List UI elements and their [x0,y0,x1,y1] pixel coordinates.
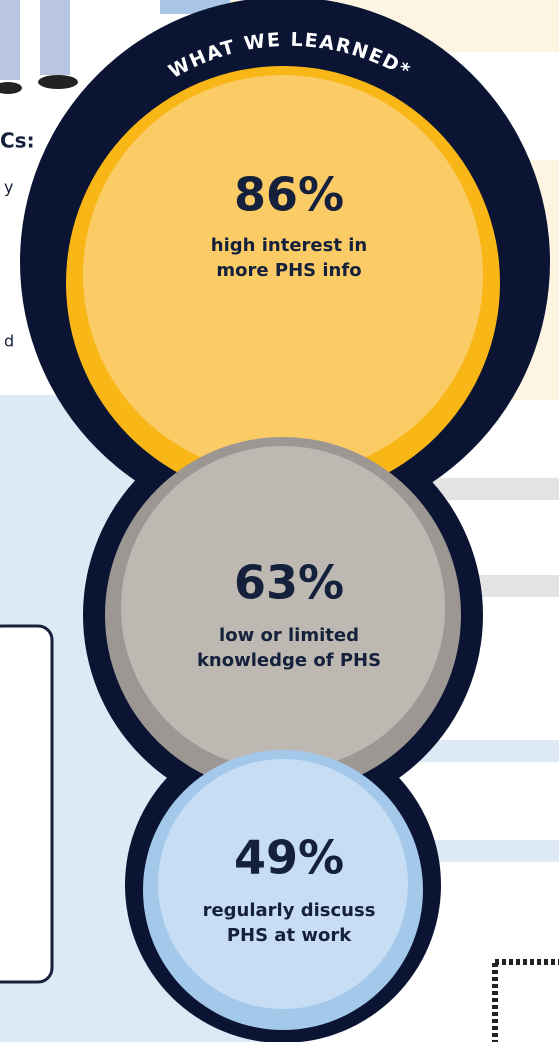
qr-code [495,962,559,1042]
fragment: d [4,332,14,351]
stat-value: 49% [234,831,344,885]
stat-value: 63% [234,556,344,610]
stat-label: more PHS info [216,260,361,281]
stat-value: 86% [234,168,344,222]
stat-label: low or limited [219,625,359,646]
stat-label: PHS at work [227,925,352,946]
fragment: y [4,178,13,197]
card [0,626,52,982]
stat-label: knowledge of PHS [197,650,381,671]
fragment: Cs: [0,129,35,153]
infographic: Cs: y d WHAT WE LEARNED* 86% high intere… [0,0,559,1042]
stat-label: high interest in [211,235,367,256]
stat-label: regularly discuss [203,900,376,921]
